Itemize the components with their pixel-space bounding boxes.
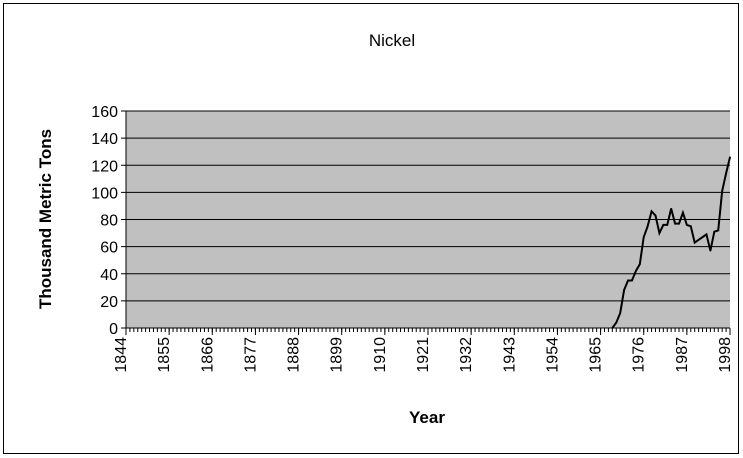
y-axis-title: Thousand Metric Tons xyxy=(36,129,55,309)
data-point xyxy=(693,241,696,244)
x-tick-label: 1932 xyxy=(458,337,475,373)
data-point xyxy=(650,210,653,213)
y-tick-label: 40 xyxy=(100,267,118,284)
x-axis-labels: 1844 1855 1866 1877 1888 1899 1910 1921 1932 1943… xyxy=(113,337,734,373)
chart-title: Nickel xyxy=(369,31,415,50)
x-tick-label: 1954 xyxy=(544,337,561,373)
x-tick-label: 1943 xyxy=(501,337,518,373)
data-point xyxy=(658,232,661,234)
data-point xyxy=(631,279,633,282)
data-point xyxy=(666,224,669,226)
data-point xyxy=(646,225,649,228)
data-point xyxy=(670,207,672,210)
data-point xyxy=(638,263,641,266)
data-point xyxy=(615,321,618,324)
x-axis-title: Year xyxy=(409,408,445,427)
x-tick-label: 1965 xyxy=(588,337,605,373)
data-point xyxy=(682,211,684,214)
y-tick-label: 140 xyxy=(91,131,118,148)
x-tick-label: 1921 xyxy=(415,337,432,373)
y-tick-label: 80 xyxy=(100,213,118,230)
data-point xyxy=(678,222,680,225)
data-point xyxy=(611,327,614,329)
data-point xyxy=(642,236,645,238)
x-tick-label: 1855 xyxy=(156,337,173,373)
data-point xyxy=(717,229,720,232)
y-tick-label: 20 xyxy=(100,294,118,311)
x-tick-label: 1987 xyxy=(674,337,691,373)
y-tick-label: 60 xyxy=(100,240,118,257)
y-tick-label: 160 xyxy=(91,104,118,121)
data-point xyxy=(627,279,629,282)
x-tick-label: 1877 xyxy=(242,337,259,373)
data-point xyxy=(713,230,716,233)
y-axis-labels: 0 20 40 60 80 100 120 140 160 xyxy=(91,104,118,338)
gridlines xyxy=(126,110,730,329)
data-point xyxy=(635,270,637,272)
data-point xyxy=(654,214,657,217)
data-point xyxy=(686,224,688,226)
data-point xyxy=(689,225,692,228)
x-tick-label: 1899 xyxy=(329,337,346,373)
y-tick-label: 120 xyxy=(91,158,118,175)
data-point xyxy=(674,222,676,225)
y-tick-label: 0 xyxy=(109,321,118,338)
data-point xyxy=(623,289,625,291)
data-point xyxy=(721,190,723,192)
x-tick-label: 1910 xyxy=(372,337,389,373)
data-point xyxy=(725,172,727,175)
data-point xyxy=(662,224,665,226)
x-tick-label: 1998 xyxy=(717,337,734,373)
x-tick-label: 1844 xyxy=(113,337,130,373)
x-tick-label: 1888 xyxy=(286,337,303,373)
x-tick-label: 1866 xyxy=(199,337,216,373)
x-tick-label: 1976 xyxy=(631,337,648,373)
data-point xyxy=(729,156,731,158)
data-point xyxy=(709,249,712,252)
data-point xyxy=(705,233,708,236)
series-group xyxy=(611,156,731,329)
axes xyxy=(121,110,731,335)
data-point xyxy=(619,312,621,314)
data-point xyxy=(701,236,704,238)
data-point xyxy=(697,239,700,241)
y-tick-label: 100 xyxy=(91,185,118,202)
